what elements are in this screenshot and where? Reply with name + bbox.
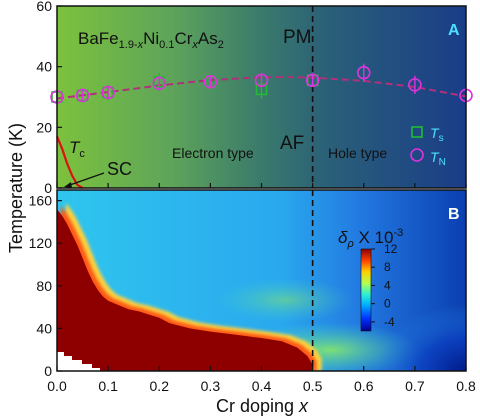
y-tick-label-b: 80 — [36, 278, 52, 294]
point-tn — [75, 88, 90, 103]
colorbar-tick-label: 0 — [384, 297, 391, 311]
colorbar-gradient — [360, 248, 372, 332]
y-tick-label-a: 40 — [36, 59, 52, 75]
heatmap-dark-corner — [300, 250, 466, 371]
point-tn — [152, 76, 167, 91]
point-tn — [254, 73, 269, 88]
legend: Ts TN — [410, 125, 446, 168]
y-tick-label-a: 60 — [36, 0, 52, 14]
colorbar-tick-label: -4 — [384, 315, 395, 329]
y-tick-label-b: 40 — [36, 320, 52, 336]
point-ts — [76, 89, 89, 102]
x-tick-label: 0.0 — [47, 378, 67, 394]
y-tick-label-b: 0 — [44, 363, 52, 379]
colorbar-tick-label: 8 — [384, 260, 391, 274]
y-tick-label-a: 0 — [44, 180, 52, 196]
colorbar-ticks: 12 8 4 0 -4 — [371, 242, 398, 329]
x-ticks: 0.0 0.1 0.2 0.3 0.4 0.5 0.6 0.7 0.8 — [47, 183, 476, 394]
tc-curve — [55, 135, 84, 189]
x-tick-label: 0.4 — [252, 378, 272, 394]
panel-b-y-ticks: 0 40 80 120 160 — [29, 193, 62, 379]
colorbar-title: δρ X 10-3 — [338, 227, 403, 250]
heatmap-red-region — [57, 209, 313, 371]
colorbar-tick-label: 4 — [384, 278, 391, 292]
label-af: AF — [280, 133, 304, 154]
y-tick-label-b: 120 — [29, 235, 53, 251]
panel-a: BaFe1.9-xNi0.1CrxAs2 PM AF Electron type… — [36, 0, 473, 196]
label-hole-type: Hole type — [328, 145, 387, 161]
fit-curve — [56, 75, 467, 100]
heatmap-white-corner — [57, 352, 100, 371]
legend-tn-marker — [410, 148, 424, 162]
label-tc: Tc — [69, 138, 85, 160]
legend-ts-label: Ts — [430, 125, 444, 144]
x-tick-label: 0.3 — [201, 378, 221, 394]
point-tn — [101, 85, 115, 100]
x-tick-label: 0.7 — [405, 378, 425, 394]
compound-formula: BaFe1.9-xNi0.1CrxAs2 — [78, 29, 224, 51]
label-sc: SC — [107, 159, 132, 179]
x-tick-label: 0.8 — [456, 378, 476, 394]
sc-arrow-line — [66, 172, 105, 187]
colorbar: δρ X 10-3 12 8 4 0 -4 — [338, 227, 403, 332]
label-pm: PM — [283, 27, 312, 48]
colorbar-tick-label: 12 — [384, 242, 398, 256]
x-tick-label: 0.2 — [150, 378, 170, 394]
panel-b-letter: B — [448, 206, 460, 223]
x-tick-label: 0.5 — [303, 378, 323, 394]
label-electron-type: Electron type — [172, 145, 254, 161]
point-tn — [408, 78, 422, 92]
point-tn — [203, 75, 218, 89]
sc-arrow-head — [64, 182, 72, 188]
y-axis-label: Temperature (K) — [6, 123, 26, 253]
legend-tn-label: TN — [430, 149, 446, 168]
point-tn — [356, 65, 371, 80]
panel-a-letter: A — [448, 22, 460, 39]
legend-ts-marker — [411, 126, 423, 138]
y-tick-label-b: 160 — [29, 193, 53, 209]
x-axis-label: Cr doping x — [216, 396, 309, 416]
x-tick-label: 0.1 — [98, 378, 118, 394]
x-tick-label: 0.6 — [354, 378, 374, 394]
point-tn — [305, 73, 320, 88]
panel-a-y-ticks: 0 20 40 60 — [36, 0, 62, 196]
y-tick-label-a: 20 — [36, 119, 52, 135]
